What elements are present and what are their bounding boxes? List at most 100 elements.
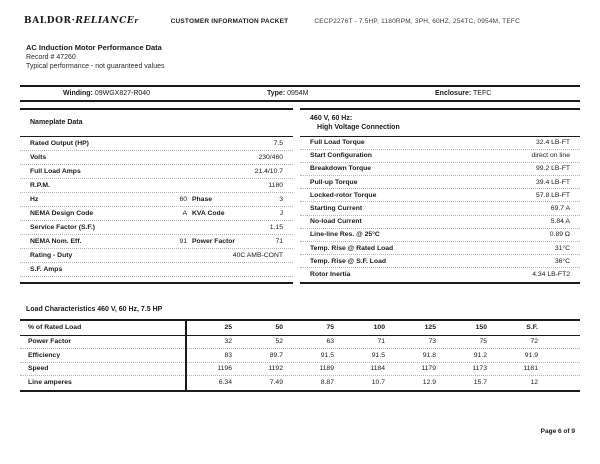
doc-type-label: CUSTOMER INFORMATION PACKET (170, 18, 289, 25)
cell-value: 72 (530, 338, 538, 346)
table-column-divider (185, 320, 187, 390)
row-value: 36°C (554, 257, 570, 265)
cell-value: 1173 (472, 365, 487, 373)
hv-table-header: 460 V, 60 Hz: High Voltage Connection (300, 110, 580, 137)
row-value: direct on line (531, 152, 570, 160)
logo-dot: · (71, 16, 76, 26)
table-row: NEMA Nom. Eff. 91 Power Factor 71 (20, 235, 294, 249)
row-label: Line amperes (28, 379, 72, 387)
cell-value: 52 (275, 338, 283, 346)
row-label: S.F. Amps (30, 265, 63, 273)
winding-bar: Winding: 09WGX827-R040 Type: 0954M Enclo… (20, 84, 580, 102)
cell-value: 12.9 (422, 379, 436, 387)
table-row: Full Load Torque 32.4 LB-FT (300, 137, 580, 150)
row-label: Rated Output (HP) (30, 139, 89, 147)
cell-value: 83 (224, 351, 232, 359)
row-label: Efficiency (28, 351, 61, 359)
row-label: NEMA Nom. Eff. (30, 237, 82, 245)
cell-value: 71 (377, 338, 385, 346)
table-row: Pull-up Torque 39.4 LB-FT (300, 176, 580, 190)
table-row: Efficiency 83 89.7 91.5 91.5 91.8 91.2 9… (20, 349, 580, 363)
row-value: J (279, 209, 284, 217)
row-value: 7.5 (273, 139, 284, 147)
baldor-reliance-logo: BALDOR·RELIANCEr (24, 16, 139, 26)
type-value: 0954M (287, 89, 309, 97)
type-field: Type: 0954M (267, 90, 435, 97)
table-row: Service Factor (S.F.) 1.15 (20, 221, 294, 235)
row-label: Power Factor (192, 237, 236, 245)
cell-value: 75 (479, 338, 487, 346)
row-value: 5.84 A (550, 218, 570, 226)
table-row: Starting Current 69.7 A (300, 202, 580, 216)
table-row: Line amperes 6.34 7.49 8.87 10.7 12.9 15… (20, 376, 580, 390)
row-label: Service Factor (S.F.) (30, 223, 95, 231)
cell-value: 91.5 (371, 351, 385, 359)
row-value: A (182, 209, 187, 217)
table-row: NEMA Design Code A KVA Code J (20, 207, 294, 221)
table-row: Power Factor 32 52 63 71 73 75 72 (20, 336, 580, 350)
enclosure-field: Enclosure: TEFC (435, 90, 580, 97)
doc-reference: CECP2276T - 7.5HP, 1180RPM, 3PH, 60HZ, 2… (314, 18, 520, 25)
nameplate-header-text: Nameplate Data (30, 119, 83, 126)
type-label: Type: (267, 89, 286, 97)
nameplate-table-header: Nameplate Data (20, 110, 294, 137)
row-value: 40C AMB-CONT (232, 251, 284, 259)
cell-value: 63 (326, 338, 334, 346)
document-header: BALDOR·RELIANCEr CUSTOMER INFORMATION PA… (24, 16, 580, 26)
row-label: Speed (28, 365, 49, 373)
winding-value: 09WGX827-R040 (94, 89, 151, 97)
column-header: S.F. (526, 324, 538, 332)
column-header: 150 (475, 324, 487, 332)
row-value: 1.15 (269, 223, 284, 231)
row-label: Volts (30, 153, 47, 161)
winding-field: Winding: 09WGX827-R040 (63, 90, 267, 97)
column-header: 100 (373, 324, 385, 332)
cell-value: 91.5 (320, 351, 334, 359)
logo-reliance-text: RELIANCE (75, 16, 135, 26)
table-row: Temp. Rise @ S.F. Load 36°C (300, 255, 580, 269)
column-header: % of Rated Load (28, 324, 82, 332)
cell-value: 8.87 (320, 379, 334, 387)
row-value: 91 (179, 237, 187, 245)
hv-header-line2: High Voltage Connection (317, 123, 400, 131)
row-value: 3 (279, 195, 284, 203)
row-label: Full Load Torque (310, 139, 365, 147)
table-row: Speed 1196 1192 1189 1184 1179 1173 1181 (20, 363, 580, 377)
logo-baldor-text: BALDOR (24, 16, 72, 26)
table-row: Rating - Duty 40C AMB-CONT (20, 249, 294, 263)
row-value: 230/460 (258, 153, 284, 161)
row-label: Start Configuration (310, 152, 372, 160)
row-label: Phase (192, 195, 213, 203)
row-value: 60 (179, 195, 187, 203)
logo-reg-mark: r (134, 16, 139, 25)
table-spacer (20, 277, 293, 282)
column-header: 50 (275, 324, 283, 332)
row-label: NEMA Design Code (30, 209, 94, 217)
load-characteristics-title: Load Characteristics 460 V, 60 Hz, 7.5 H… (26, 305, 163, 313)
row-label: No-load Current (310, 218, 362, 226)
row-label: Starting Current (310, 205, 363, 213)
row-value: 69.7 A (550, 205, 570, 213)
table-row: Rated Output (HP) 7.5 (20, 137, 294, 151)
cell-value: 91.9 (524, 351, 538, 359)
row-label: Rating - Duty (30, 251, 73, 259)
row-label: Hz (30, 195, 39, 203)
cell-value: 1196 (217, 365, 232, 373)
row-label: Line-line Res. @ 25°C (310, 231, 380, 239)
row-label: Temp. Rise @ S.F. Load (310, 257, 387, 265)
row-value: 32.4 LB-FT (536, 139, 570, 147)
cell-value: 10.7 (371, 379, 385, 387)
load-characteristics-table: % of Rated Load 25 50 75 100 125 150 S.F… (20, 318, 580, 392)
table-row: Line-line Res. @ 25°C 0.89 Ω (300, 229, 580, 242)
table-row: Full Load Amps 21.4/10.7 (20, 165, 294, 179)
row-value: 4.34 LB-FT2 (532, 271, 570, 279)
table-row: No-load Current 5.84 A (300, 216, 580, 229)
row-label: KVA Code (192, 209, 225, 217)
cell-value: 32 (224, 338, 232, 346)
table-row: Breakdown Torque 99.2 LB-FT (300, 163, 580, 177)
winding-label: Winding: (63, 89, 93, 97)
table-row: R.P.M. 1180 (20, 179, 294, 193)
cell-value: 91.8 (422, 351, 436, 359)
nameplate-section: Nameplate Data Rated Output (HP) 7.5 Volt… (20, 107, 580, 284)
cell-value: 15.7 (473, 379, 487, 387)
